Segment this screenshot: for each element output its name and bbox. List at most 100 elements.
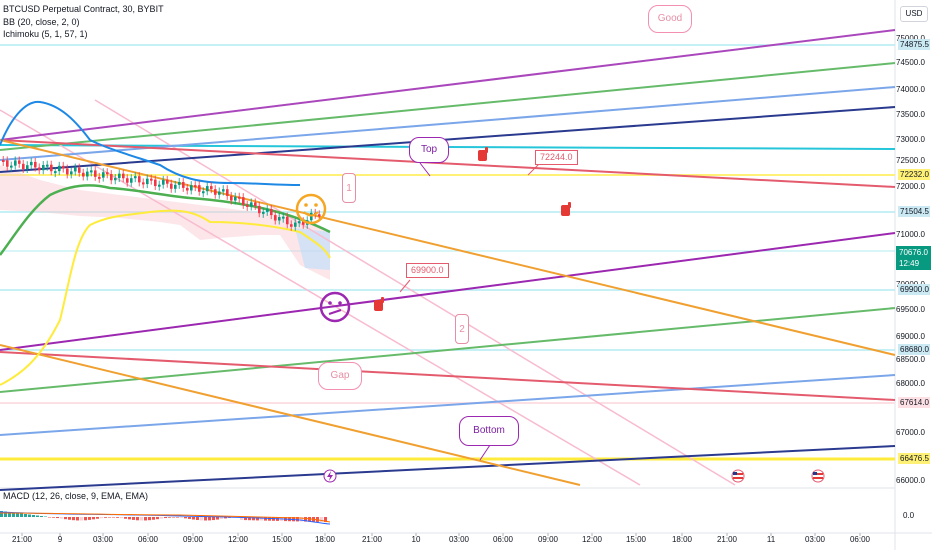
candle [126, 178, 129, 183]
bb-lower [0, 209, 331, 386]
time-tick: 03:00 [448, 535, 470, 544]
callout-good[interactable]: Good [648, 5, 692, 33]
price-level-tag: 72232.0 [898, 169, 930, 180]
candle [222, 189, 225, 192]
macd-bar [68, 517, 71, 520]
candle [50, 164, 53, 172]
candle [42, 165, 45, 171]
macd-bar [124, 517, 127, 519]
candle [162, 179, 165, 185]
candle [146, 178, 149, 185]
macd-bar [128, 517, 131, 520]
macd-bar [108, 517, 111, 518]
macd-bar [32, 515, 35, 517]
time-tick: 06:00 [849, 535, 871, 544]
candle [98, 176, 101, 179]
macd-bar [60, 517, 63, 519]
macd-bar [156, 517, 159, 520]
macd-bar [12, 512, 15, 517]
macd-bar [56, 517, 59, 519]
macd-bar [96, 517, 99, 519]
candle [286, 216, 289, 225]
candle [194, 185, 197, 188]
time-tick: 10 [411, 535, 421, 544]
ichimoku-indicator-label[interactable]: Ichimoku (5, 1, 57, 1) [3, 29, 88, 39]
candle [138, 176, 141, 183]
macd-bar [20, 513, 23, 517]
macd-bar [188, 517, 191, 519]
macd-bar [200, 517, 203, 521]
trend-navy-low [0, 445, 896, 491]
callout-bottom[interactable]: Bottom [459, 416, 519, 446]
trend-green-top [0, 62, 896, 151]
hand-pointer-icon [478, 147, 488, 161]
candle [54, 171, 57, 174]
candle [262, 211, 265, 214]
trend-orange-top [0, 139, 896, 356]
price-label-72244[interactable]: 72244.0 [535, 150, 578, 165]
confused-emoji-icon [319, 291, 351, 323]
macd-bar [304, 517, 307, 522]
trend-orange-low [0, 344, 581, 486]
time-tick: 18:00 [314, 535, 336, 544]
macd-bar [64, 517, 67, 520]
candle [66, 168, 69, 175]
price-level-tag: 67614.0 [898, 397, 930, 408]
candle [246, 204, 249, 207]
candle [154, 179, 157, 187]
callout-gap[interactable]: Gap [318, 362, 362, 390]
macd-bar [208, 517, 211, 521]
trend-red-low [0, 351, 896, 401]
price-tick: 72500.0 [896, 156, 925, 165]
price-tick: 72000.0 [896, 182, 925, 191]
macd-indicator-label[interactable]: MACD (12, 26, close, 9, EMA, EMA) [3, 491, 149, 501]
callout-top[interactable]: Top [409, 137, 449, 163]
macd-bar [184, 517, 187, 519]
candle [294, 222, 297, 227]
trend-red-top [0, 139, 896, 188]
macd-bar [116, 517, 119, 518]
candle [122, 173, 125, 179]
macd-bar [92, 517, 95, 520]
currency-button[interactable]: USD [900, 6, 928, 22]
wave-label-1[interactable]: 1 [342, 173, 356, 203]
candle [290, 224, 293, 227]
candle [70, 171, 73, 175]
candle [46, 164, 49, 167]
candle [178, 182, 181, 185]
hand-pointer-icon [374, 297, 384, 311]
candle [302, 221, 305, 225]
candle [258, 205, 261, 214]
current-price-badge: 70676.0 12:49 [896, 246, 931, 270]
candle [74, 167, 77, 172]
macd-bar [132, 517, 135, 520]
wave-label-2[interactable]: 2 [455, 314, 469, 344]
price-tick: 66000.0 [896, 476, 925, 485]
candle [230, 195, 233, 201]
candle [242, 197, 245, 205]
time-tick: 18:00 [671, 535, 693, 544]
price-label-69900[interactable]: 69900.0 [406, 263, 449, 278]
candle [186, 187, 189, 191]
macd-bar [40, 516, 43, 517]
price-tick: 73000.0 [896, 135, 925, 144]
macd-bar [160, 517, 163, 519]
macd-bar [72, 517, 75, 521]
price-tick: 74500.0 [896, 58, 925, 67]
trend-navy-top [0, 106, 896, 173]
macd-axis-value: 0.0 [903, 511, 915, 520]
price-level-tag: 66476.5 [898, 453, 930, 464]
bb-indicator-label[interactable]: BB (20, close, 2, 0) [3, 17, 80, 27]
candle [38, 167, 41, 171]
time-tick: 11 [766, 535, 776, 544]
time-tick: 06:00 [137, 535, 159, 544]
time-tick: 21:00 [361, 535, 383, 544]
macd-bar [260, 517, 263, 521]
candle [182, 182, 185, 188]
macd-bar [4, 511, 7, 517]
bar-countdown: 12:49 [899, 259, 920, 268]
candle [30, 161, 33, 166]
macd-bar [212, 517, 215, 521]
time-tick: 15:00 [625, 535, 647, 544]
